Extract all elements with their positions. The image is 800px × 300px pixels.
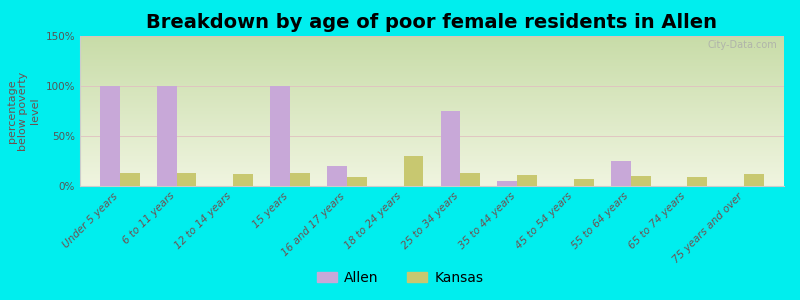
Bar [120,173,140,186]
Bar [687,177,707,186]
Y-axis label: percentage
below poverty
level: percentage below poverty level [6,71,40,151]
Bar [290,173,310,186]
Bar [347,177,366,186]
Title: Breakdown by age of poor female residents in Allen: Breakdown by age of poor female resident… [146,13,718,32]
Bar [460,173,480,186]
Legend: Allen, Kansas: Allen, Kansas [311,265,489,290]
Bar [327,166,347,186]
Bar [404,156,423,186]
Text: City-Data.com: City-Data.com [707,40,777,50]
Bar [270,86,290,186]
Bar [574,179,594,186]
Bar [611,161,630,186]
Bar [157,86,177,186]
Bar [630,176,650,186]
Bar [517,175,537,186]
Bar [234,174,253,186]
Bar [100,86,120,186]
Bar [498,181,517,186]
Bar [441,111,460,186]
Bar [177,173,196,186]
Bar [744,174,764,186]
